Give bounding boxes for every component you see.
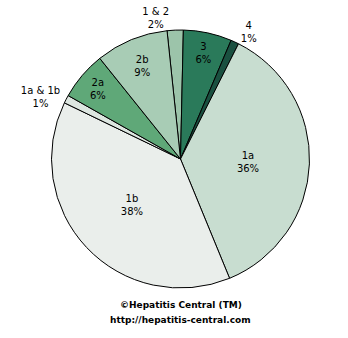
svg-text:2b9%: 2b9%: [134, 54, 150, 78]
svg-text:1 & 22%: 1 & 22%: [142, 6, 169, 30]
svg-text:1a & 1b1%: 1a & 1b1%: [21, 85, 60, 109]
svg-text:1a36%: 1a36%: [237, 150, 259, 174]
svg-text:36%: 36%: [195, 41, 211, 65]
svg-text:2a6%: 2a6%: [90, 77, 106, 101]
svg-text:http://hepatitis-central.com: http://hepatitis-central.com: [110, 315, 251, 325]
svg-text:1b38%: 1b38%: [121, 193, 143, 217]
svg-text:©Hepatitis Central (TM): ©Hepatitis Central (TM): [120, 300, 242, 310]
svg-text:41%: 41%: [241, 20, 257, 44]
